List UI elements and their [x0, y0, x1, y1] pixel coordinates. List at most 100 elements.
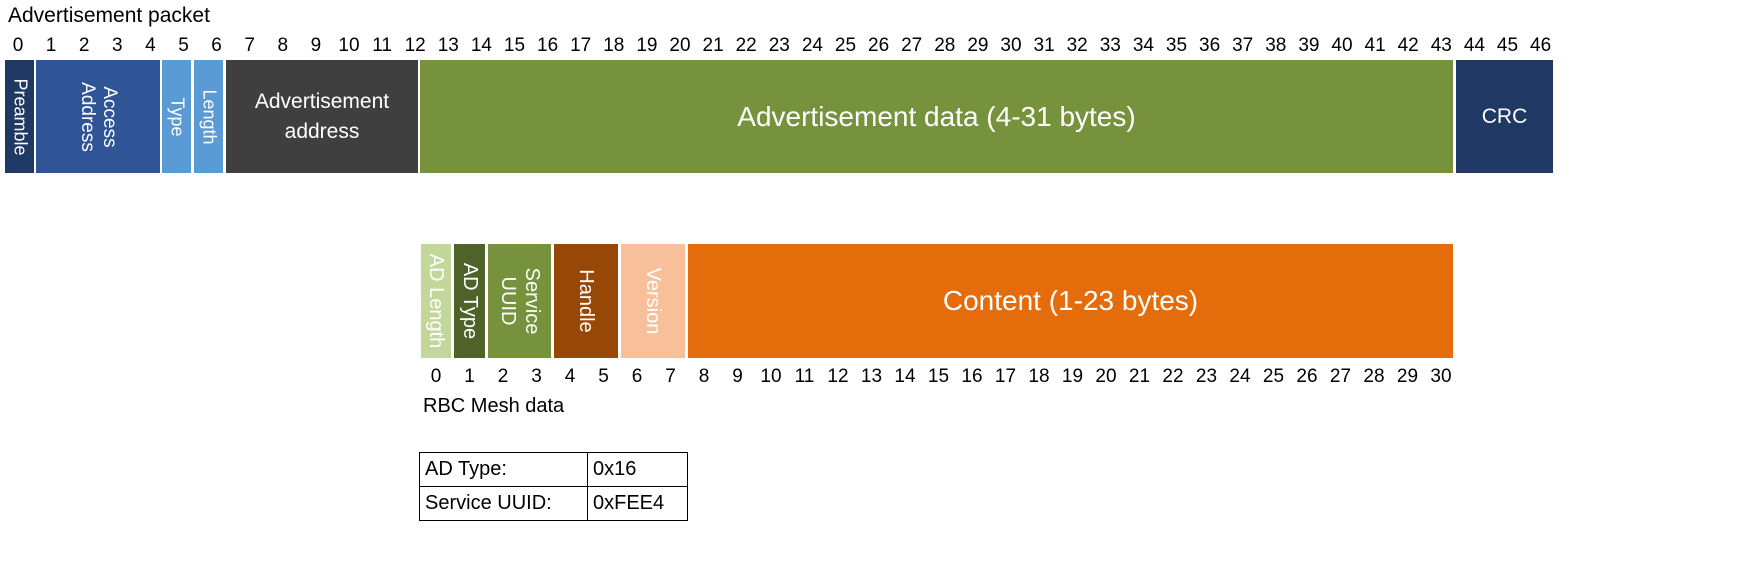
mesh-byte-number: 3 [531, 366, 542, 387]
mesh-byte-number: 2 [497, 366, 509, 387]
packet-byte-number: 46 [1530, 35, 1552, 56]
field-advertisement-data-label: Advertisement data (4-31 bytes) [737, 100, 1136, 132]
packet-byte-number: 21 [702, 35, 724, 56]
packet-byte-number: 13 [437, 35, 459, 56]
field-version-label: Version [642, 267, 664, 335]
mesh-byte-number: 21 [1128, 366, 1151, 387]
field-ad-type: AD Type [454, 244, 485, 358]
packet-byte-number: 5 [178, 35, 189, 56]
packet-byte-number: 8 [277, 35, 289, 56]
mesh-byte-number: 12 [827, 366, 849, 387]
packet-byte-number: 36 [1199, 35, 1221, 56]
info-table: AD Type: 0x16 Service UUID: 0xFEE4 [419, 452, 688, 521]
field-advertisement-address-line2: address [284, 119, 360, 143]
packet-byte-number: 17 [570, 35, 592, 56]
field-content: Content (1-23 bytes) [688, 244, 1453, 358]
field-service-uuid-label: Service UUID [496, 268, 544, 335]
packet-byte-number: 39 [1298, 35, 1320, 56]
mesh-byte-number: 20 [1095, 366, 1117, 387]
packet-byte-number: 22 [735, 35, 757, 56]
mesh-byte-number: 5 [598, 366, 609, 387]
mesh-byte-number: 27 [1329, 366, 1352, 387]
packet-byte-number: 9 [310, 35, 322, 56]
mesh-title: RBC Mesh data [423, 395, 565, 417]
mesh-byte-number: 25 [1262, 366, 1285, 387]
packet-byte-number: 41 [1364, 35, 1386, 56]
mesh-byte-number: 10 [760, 366, 782, 387]
packet-byte-number: 0 [12, 35, 24, 56]
field-content-label: Content (1-23 bytes) [942, 285, 1199, 316]
packet-byte-number: 42 [1397, 35, 1419, 56]
mesh-byte-number: 7 [665, 366, 676, 387]
mesh-byte-number: 9 [732, 366, 743, 387]
field-ad-length-label: AD Length [425, 253, 447, 349]
mesh-byte-number: 6 [631, 366, 643, 387]
packet-byte-number: 32 [1066, 35, 1088, 56]
packet-byte-number: 1 [45, 35, 57, 56]
packet-byte-number: 28 [934, 35, 956, 56]
packet-byte-number: 11 [372, 35, 392, 56]
field-length: Length [194, 60, 223, 173]
packet-byte-number: 12 [404, 35, 426, 56]
packet-byte-number: 27 [901, 35, 923, 56]
mesh-byte-number: 1 [464, 366, 475, 387]
field-version: Version [621, 244, 685, 358]
field-handle-label: Handle [575, 269, 597, 333]
mesh-byte-number: 0 [430, 366, 442, 387]
field-type-label: Type [167, 96, 187, 137]
field-service-uuid-line1: Service [520, 267, 543, 335]
packet-byte-number: 37 [1232, 35, 1254, 56]
packet-byte-number: 25 [834, 35, 857, 56]
mesh-byte-number: 23 [1195, 366, 1218, 387]
mesh-byte-number: 4 [564, 366, 576, 387]
packet-byte-number: 34 [1132, 35, 1154, 56]
mesh-byte-number: 8 [698, 366, 710, 387]
field-ad-type-label: AD Type [458, 262, 481, 340]
mesh-byte-number: 19 [1061, 366, 1084, 387]
packet-byte-number: 18 [603, 35, 625, 56]
field-advertisement-address: Advertisement address [226, 60, 418, 173]
field-access-address: Access Address [36, 60, 160, 173]
table-row: AD Type: 0x16 [419, 452, 688, 487]
table-cell-value: 0xFEE4 [587, 486, 688, 521]
mesh-byte-number: 26 [1296, 366, 1318, 387]
field-handle: Handle [554, 244, 618, 358]
packet-byte-number: 33 [1099, 35, 1121, 56]
packet-byte-number: 2 [78, 35, 90, 56]
mesh-byte-number: 28 [1363, 366, 1385, 387]
mesh-byte-number: 29 [1396, 366, 1419, 387]
packet-byte-number: 6 [211, 35, 222, 56]
field-service-uuid-line2: UUID [496, 276, 519, 326]
mesh-byte-number: 24 [1229, 366, 1251, 387]
packet-byte-number: 31 [1033, 35, 1055, 56]
packet-byte-number: 7 [244, 35, 255, 56]
packet-byte-number: 15 [503, 35, 526, 56]
field-crc: CRC [1456, 60, 1553, 173]
packet-byte-number: 38 [1265, 35, 1287, 56]
table-cell-key: Service UUID: [419, 486, 588, 521]
packet-byte-number: 10 [338, 35, 360, 56]
packet-byte-number: 30 [1000, 35, 1022, 56]
packet-byte-number: 44 [1463, 35, 1485, 56]
packet-byte-number: 20 [669, 35, 691, 56]
packet-byte-number: 24 [801, 35, 823, 56]
packet-byte-number: 43 [1430, 35, 1452, 56]
packet-byte-number: 16 [537, 35, 559, 56]
mesh-byte-number: 13 [860, 366, 883, 387]
packet-byte-number: 19 [636, 35, 658, 56]
field-access-address-line2: Address [77, 81, 98, 152]
field-service-uuid: Service UUID [488, 244, 551, 358]
field-crc-label: CRC [1481, 104, 1528, 128]
packet-byte-number: 14 [470, 35, 492, 56]
packet-byte-number: 23 [768, 35, 790, 56]
field-advertisement-address-line1: Advertisement [254, 89, 390, 113]
packet-byte-number: 45 [1496, 35, 1519, 56]
mesh-byte-number: 14 [894, 366, 916, 387]
field-preamble: Preamble [5, 60, 34, 173]
mesh-byte-number: 11 [794, 366, 815, 387]
packet-title: Advertisement packet [8, 4, 210, 27]
packet-byte-number: 35 [1165, 35, 1188, 56]
packet-byte-number: 3 [112, 35, 123, 56]
mesh-byte-number: 30 [1430, 366, 1452, 387]
mesh-byte-number: 17 [994, 366, 1017, 387]
